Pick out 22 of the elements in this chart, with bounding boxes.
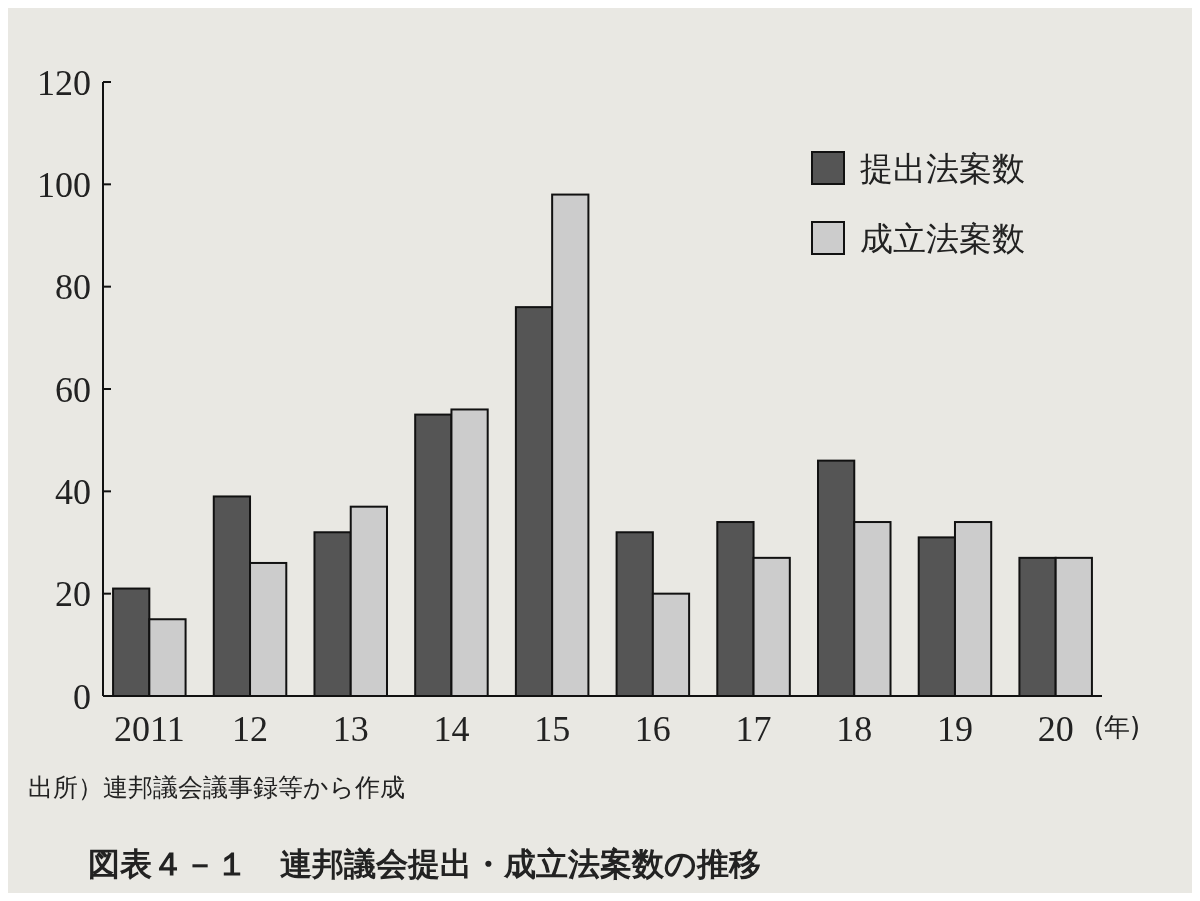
y-tick-label: 80 [55, 267, 91, 308]
x-axis-title: (年) [1093, 712, 1141, 742]
x-tick-label: 16 [634, 709, 671, 749]
x-tick-label: 13 [332, 709, 369, 749]
x-tick-label: 2011 [113, 709, 185, 749]
x-tick-label: 19 [936, 709, 973, 749]
y-tick-label: 40 [55, 471, 91, 512]
y-tick-label: 0 [73, 676, 91, 717]
y-tick-label: 20 [55, 574, 91, 615]
x-tick-label: 12 [232, 709, 269, 749]
text: 図表４－１ 連邦議会提出・成立法案数の推移 [88, 845, 761, 883]
y-tick-label: 60 [55, 369, 91, 410]
y-tick-label: 100 [37, 164, 91, 205]
y-tick-label: 120 [37, 62, 91, 103]
x-tick-label: 14 [433, 709, 470, 749]
legend-label: 提出法案数 [860, 148, 1025, 188]
x-tick-label: 15 [534, 709, 571, 749]
x-tick-label: 17 [735, 709, 772, 749]
legend-label: 成立法案数 [860, 218, 1025, 258]
x-tick-label: 18 [836, 709, 873, 749]
text: 出所）連邦議会議事録等から作成 [28, 773, 405, 802]
x-tick-label: 20 [1037, 709, 1074, 749]
